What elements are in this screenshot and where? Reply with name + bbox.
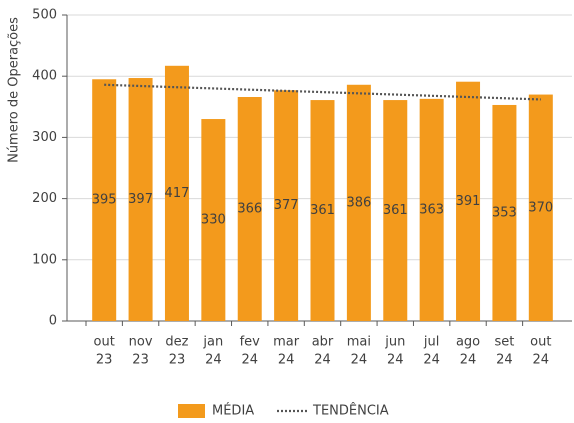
data-label: 353 [492,205,517,220]
data-label: 361 [383,203,408,218]
bar [164,65,189,322]
x-tick-label: nov [129,335,153,350]
x-tick-label: jun [384,335,405,350]
data-label: 363 [419,202,444,217]
data-label: 397 [128,192,153,207]
data-label: 330 [201,213,226,228]
x-tick-label: 23 [96,353,113,368]
x-tick-label: set [494,335,514,350]
x-tick-label: 24 [314,353,331,368]
bar [528,94,553,321]
data-label: 386 [346,195,371,210]
bar [456,81,481,321]
x-tick-label: 24 [423,353,440,368]
trend-line [104,83,541,101]
x-tick-label: mar [273,335,300,350]
bar [274,90,299,321]
bar [201,119,226,321]
data-label: 361 [310,203,335,218]
x-tick-label: out [94,335,115,350]
y-tick-label: 200 [32,191,57,206]
x-tick-label: abr [312,335,334,350]
x-tick-label: fev [240,335,261,350]
y-tick-label: 400 [32,69,57,84]
x-tick-label: 23 [169,353,186,368]
legend-label: MÉDIA [212,403,254,419]
y-tick-label: 300 [32,130,57,145]
data-label: 377 [274,198,299,213]
x-tick-label: ago [456,335,480,350]
data-label: 391 [456,194,481,209]
data-label: 395 [92,193,117,208]
legend-label: TENDÊNCIA [312,403,389,419]
x-tick-label: mai [347,335,371,350]
x-tick-label: out [530,335,551,350]
bar [383,100,408,322]
bar [237,97,262,322]
bar [346,84,371,321]
data-label: 417 [165,186,190,201]
x-tick-label: 24 [460,353,477,368]
x-tick-label: 23 [132,353,149,368]
legend-swatch [178,404,205,418]
y-tick-label: 500 [32,8,57,23]
x-tick-label: 24 [278,353,295,368]
bar [419,98,444,322]
bar [310,100,335,322]
x-tick-label: 24 [496,353,513,368]
x-tick-label: 24 [351,353,368,368]
x-tick-label: jul [423,335,439,350]
x-tick-label: dez [165,335,188,350]
data-label: 366 [237,202,262,217]
data-label: 370 [528,200,553,215]
bar [92,79,117,321]
x-tick-label: 24 [533,353,550,368]
y-tick-label: 0 [49,314,57,329]
y-tick-label: 100 [32,252,57,267]
bar [492,104,517,322]
x-tick-label: jan [202,335,223,350]
x-tick-label: 24 [241,353,258,368]
y-axis-label: Número de Operações [7,17,22,163]
x-tick-label: 24 [387,353,404,368]
x-tick-label: 24 [205,353,222,368]
bar [128,78,153,321]
